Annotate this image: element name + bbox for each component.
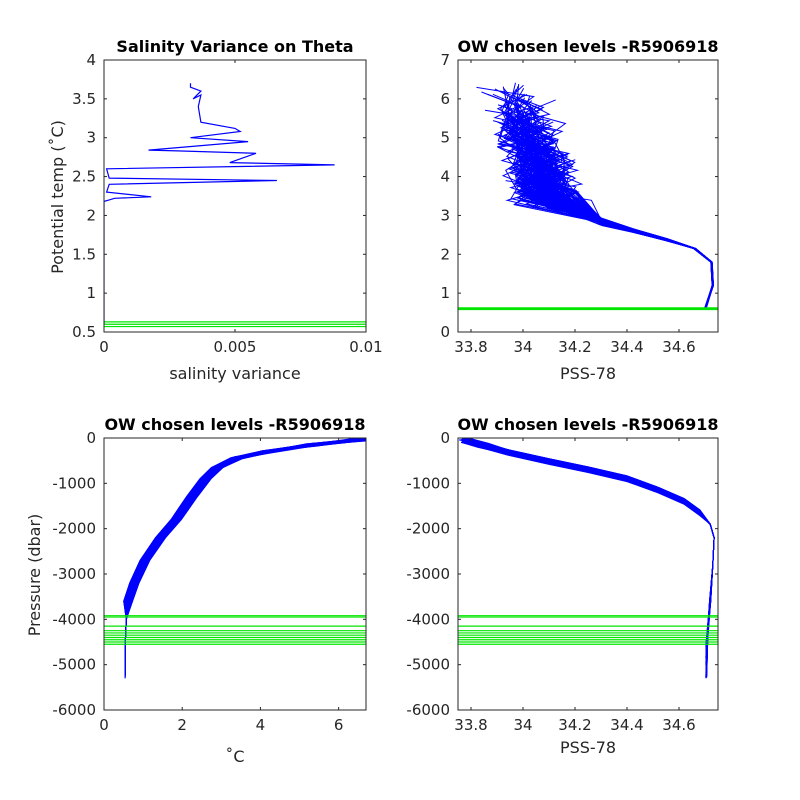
y-tick-label: -5000 (406, 656, 450, 674)
y-tick-label: -2000 (52, 520, 96, 538)
y-tick-label: -6000 (406, 701, 450, 719)
y-tick-label: -3000 (52, 565, 96, 583)
x-tick-label: 0.01 (349, 338, 382, 356)
y-tick-label: 3 (440, 206, 450, 224)
plot-area: 33.8 34 34.2 34.4 34.6 -6000 -5000 -4000 -3000 -2… (406, 429, 719, 734)
axes-frame (103, 437, 367, 711)
x-tick-label: 2 (177, 716, 187, 734)
y-tick-label: -1000 (52, 474, 96, 492)
y-tick-label: 0.5 (72, 323, 96, 341)
y-tick-label: 4 (86, 51, 96, 69)
y-tick-label: 5 (440, 129, 450, 147)
x-tick-label: 34.2 (558, 338, 591, 356)
y-tick-label: 2.5 (72, 168, 96, 186)
x-tick-label: 34.6 (662, 716, 695, 734)
profile-line (514, 124, 714, 310)
panel-salinity-variance: Salinity Variance on Theta 0 0.005 0.01 0.5… (48, 37, 383, 383)
profile-line (466, 442, 715, 656)
y-tick-label: 1.5 (72, 245, 96, 263)
variance-line (104, 83, 335, 325)
profile-line (124, 440, 365, 649)
x-tick-label: 34.2 (558, 716, 591, 734)
x-tick-label: 33.8 (454, 338, 487, 356)
x-tick-label: 34.4 (610, 716, 643, 734)
data-layer (104, 438, 366, 679)
y-tick-label: 2 (86, 206, 96, 224)
y-axis-label: Potential temp (˚C) (48, 120, 67, 274)
y-tick-label: 1 (86, 284, 96, 302)
y-tick-label: 4 (440, 168, 450, 186)
x-axis-label: salinity variance (169, 364, 300, 383)
x-tick-label: 4 (256, 716, 266, 734)
x-tick-label: 34 (513, 716, 532, 734)
y-tick-label: -1000 (406, 474, 450, 492)
x-axis-label: PSS-78 (560, 364, 616, 383)
y-tick-label: -5000 (52, 656, 96, 674)
panel-theta-salinity: OW chosen levels -R5906918 33.8 34 34.2 34.… (440, 37, 718, 383)
y-tick-label: 6 (440, 90, 450, 108)
x-tick-label: 6 (334, 716, 344, 734)
plot-area: 0 2 4 6 -6000 -5000 -4000 -3000 -2000 -1000 0 (52, 429, 367, 734)
y-tick-label: -3000 (406, 565, 450, 583)
x-axis-label: ˚C (225, 747, 244, 766)
chart-title: Salinity Variance on Theta (116, 37, 353, 56)
x-tick-label: 0 (99, 716, 109, 734)
x-tick-label: 34 (513, 338, 532, 356)
x-tick-label: 34.4 (610, 338, 643, 356)
y-tick-label: 3.5 (72, 90, 96, 108)
y-tick-label: -4000 (406, 610, 450, 628)
y-tick-label: -6000 (52, 701, 96, 719)
y-tick-label: 0 (440, 323, 450, 341)
panel-pressure-temperature: OW chosen levels -R5906918 0 2 4 6 -6000 -500… (25, 415, 367, 766)
y-tick-label: 1 (440, 284, 450, 302)
x-tick-label: 33.8 (454, 716, 487, 734)
y-tick-label: 3 (86, 129, 96, 147)
axes-frame (457, 59, 719, 333)
chart-title: OW chosen levels -R5906918 (457, 415, 718, 434)
y-tick-label: -4000 (52, 610, 96, 628)
chart-title: OW chosen levels -R5906918 (104, 415, 365, 434)
y-tick-label: 0 (86, 429, 96, 447)
y-tick-label: -2000 (406, 520, 450, 538)
data-layer (458, 438, 718, 679)
y-tick-label: 7 (440, 51, 450, 69)
plot-area: 0 0.005 0.01 0.5 1 1.5 2 2.5 3 3.5 4 (72, 51, 383, 356)
y-tick-label: 0 (440, 429, 450, 447)
axes-frame (103, 59, 367, 333)
x-tick-label: 0.005 (214, 338, 257, 356)
y-axis-label: Pressure (dbar) (25, 514, 44, 637)
axes-frame (457, 437, 719, 711)
y-tick-label: 2 (440, 245, 450, 263)
x-tick-label: 34.6 (662, 338, 695, 356)
data-layer (458, 82, 718, 311)
data-layer (104, 83, 366, 328)
chart-title: OW chosen levels -R5906918 (457, 37, 718, 56)
panel-pressure-salinity: OW chosen levels -R5906918 33.8 34 34.2 34.… (406, 415, 718, 757)
x-tick-label: 0 (99, 338, 109, 356)
x-axis-label: PSS-78 (560, 738, 616, 757)
